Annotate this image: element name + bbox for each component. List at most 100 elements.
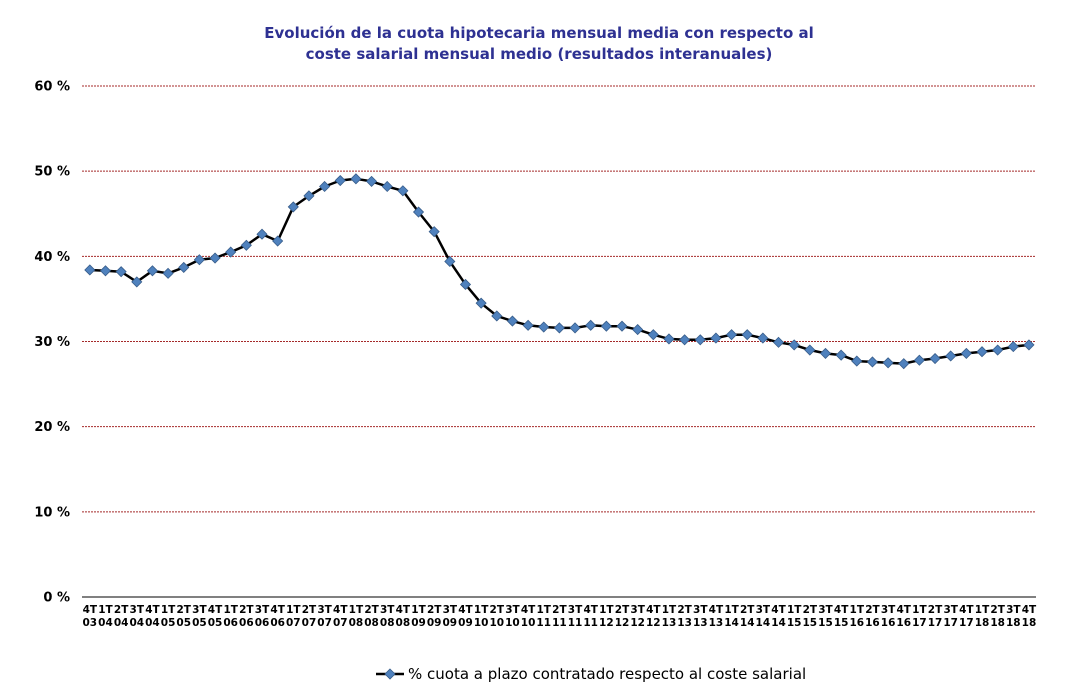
x-tick-label-year: 16 [881,617,896,629]
x-tick-label-year: 18 [975,617,990,629]
x-tick-label-year: 10 [474,617,489,629]
data-point [1023,339,1035,351]
data-point [819,347,832,359]
data-point [240,239,252,251]
x-tick-label-year: 14 [724,617,739,629]
x-tick-label-quarter: 4T [270,604,285,616]
x-tick-label-quarter: 4T [834,604,849,616]
x-tick-label-quarter: 3T [317,604,332,616]
x-tick-label-quarter: 1T [286,604,301,616]
x-tick-label-year: 18 [990,617,1005,629]
x-tick-label-quarter: 3T [255,604,270,616]
x-tick-label-year: 06 [239,617,254,629]
x-tick-label-year: 11 [568,617,583,629]
x-tick-label-year: 14 [740,617,755,629]
data-point [538,321,550,333]
x-tick-label-year: 17 [912,617,927,629]
data-point [851,355,863,367]
x-tick-label-year: 04 [98,617,113,629]
x-tick-label-quarter: 4T [771,604,786,616]
x-tick-label-year: 13 [662,617,677,629]
x-tick-label-year: 11 [536,617,551,629]
x-axis-ticks: 4T031T042T043T044T041T052T053T054T051T06… [83,604,1038,629]
data-point [663,333,675,345]
x-tick-label-year: 07 [302,617,317,629]
x-tick-label-quarter: 2T [177,604,192,616]
x-tick-label-year: 03 [83,617,98,629]
x-tick-label-year: 09 [427,617,442,629]
x-tick-label-year: 07 [333,617,348,629]
x-tick-label-year: 12 [599,617,614,629]
data-point [397,185,409,197]
data-point [178,261,190,273]
legend-marker-swatch [384,668,396,680]
x-tick-label-year: 15 [818,617,833,629]
data-point [1007,341,1019,353]
x-tick-label-quarter: 4T [583,604,598,616]
x-tick-label-quarter: 1T [98,604,113,616]
x-tick-label-quarter: 2T [490,604,505,616]
x-tick-label-quarter: 2T [803,604,818,616]
x-tick-label-year: 15 [787,617,802,629]
x-tick-label-year: 17 [928,617,943,629]
x-tick-label-year: 10 [489,617,504,629]
x-tick-label-quarter: 1T [223,604,238,616]
x-tick-label-year: 17 [943,617,958,629]
y-tick-label: 30 % [34,335,70,350]
data-point [131,276,143,288]
data-point [256,228,268,240]
x-tick-label-quarter: 4T [709,604,724,616]
x-tick-label-quarter: 3T [881,604,896,616]
x-tick-label-quarter: 1T [474,604,489,616]
data-point [428,226,440,238]
x-tick-label-quarter: 2T [302,604,317,616]
x-tick-label-year: 10 [505,617,520,629]
x-tick-label-year: 10 [521,617,536,629]
chart-title-line-1: Evolución de la cuota hipotecaria mensua… [264,24,814,42]
x-tick-label-quarter: 1T [161,604,176,616]
x-tick-label-year: 13 [677,617,692,629]
x-tick-label-quarter: 3T [443,604,458,616]
data-point [788,339,800,351]
data-point [84,264,96,276]
x-tick-label-year: 07 [286,617,301,629]
x-tick-label-year: 06 [223,617,238,629]
x-tick-label-quarter: 4T [145,604,160,616]
data-point [913,354,925,366]
x-tick-label-year: 16 [849,617,864,629]
x-tick-label-quarter: 4T [396,604,411,616]
data-point [679,334,691,346]
data-point [287,201,299,213]
data-point [475,297,487,309]
x-tick-label-quarter: 4T [959,604,974,616]
y-tick-label: 60 % [34,80,70,95]
x-tick-label-year: 18 [1022,617,1037,629]
x-tick-label-year: 11 [552,617,567,629]
data-point [757,332,769,344]
x-tick-label-year: 09 [458,617,473,629]
x-tick-label-quarter: 1T [850,604,865,616]
data-point [381,180,393,193]
y-tick-label: 40 % [34,250,70,265]
x-tick-label-year: 05 [176,617,191,629]
data-point [303,190,315,202]
x-tick-label-year: 18 [1006,617,1021,629]
data-point [992,344,1004,356]
x-tick-label-quarter: 3T [1006,604,1021,616]
data-point [350,173,362,185]
x-tick-label-year: 16 [896,617,911,629]
x-tick-label-year: 05 [192,617,207,629]
x-tick-label-year: 11 [583,617,598,629]
x-tick-label-quarter: 3T [943,604,958,616]
x-tick-label-year: 15 [803,617,818,629]
data-point [146,265,159,277]
x-tick-label-quarter: 2T [239,604,254,616]
data-point [99,265,112,277]
data-point [945,350,957,362]
data-point [334,174,346,187]
x-tick-label-year: 16 [865,617,880,629]
x-tick-label-quarter: 4T [1022,604,1037,616]
x-tick-label-year: 14 [756,617,771,629]
data-point [193,254,205,266]
